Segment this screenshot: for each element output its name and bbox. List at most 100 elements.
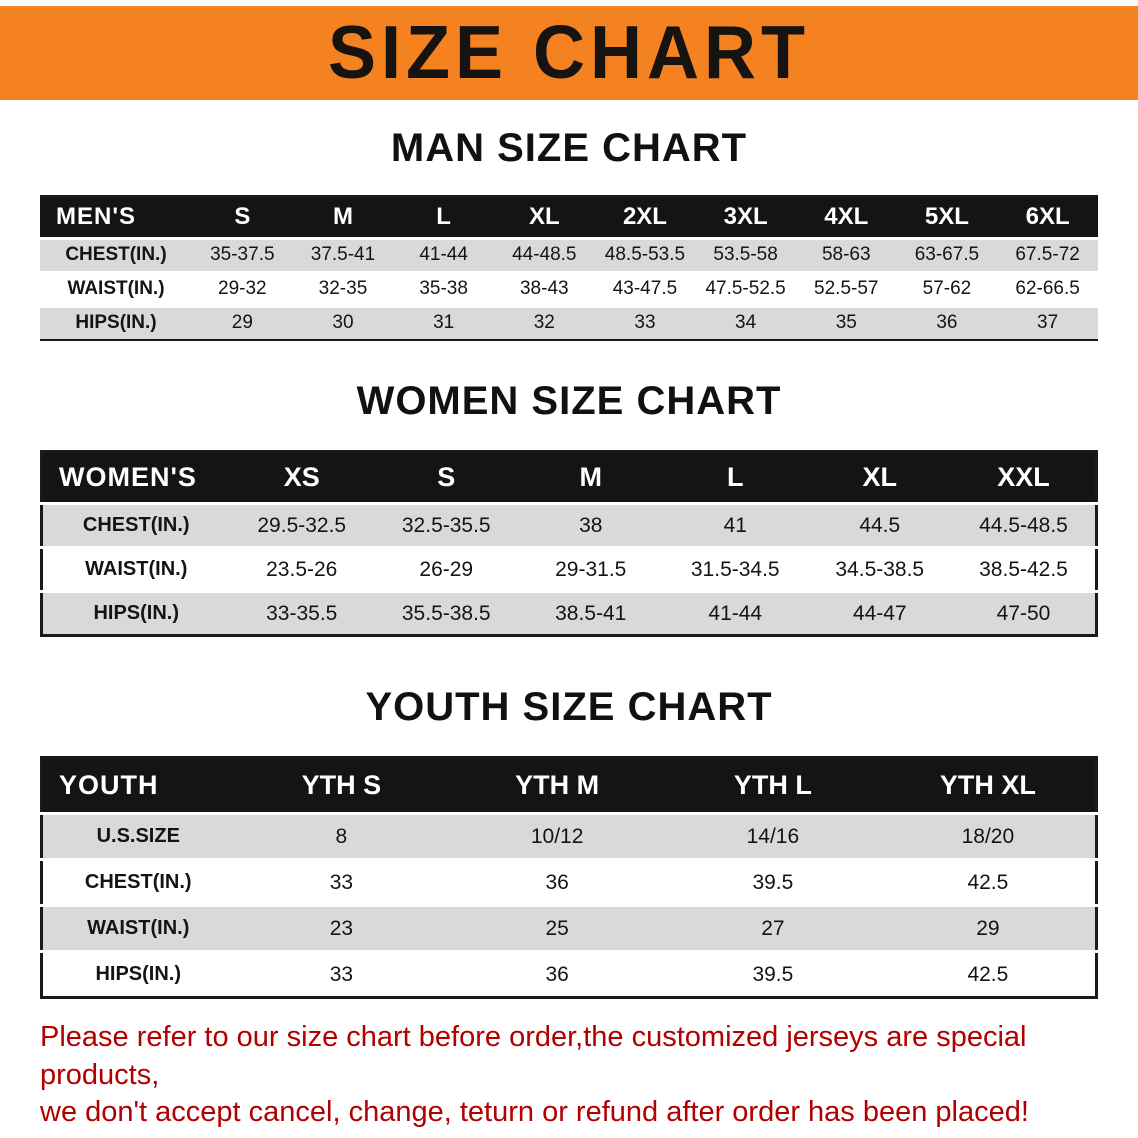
measurement-label: HIPS(IN.) — [40, 306, 192, 340]
measurement-value: 10/12 — [449, 813, 665, 860]
measurement-value: 48.5-53.5 — [594, 238, 696, 272]
measurement-value: 31.5-34.5 — [663, 547, 808, 592]
women-size-column-header: M — [518, 451, 663, 504]
men-measurement-row: HIPS(IN.) 29 30 31 32 33 34 35 36 37 — [40, 306, 1098, 340]
measurement-value: 41-44 — [663, 591, 808, 636]
measurement-value: 8 — [233, 813, 450, 860]
measurement-value: 63-67.5 — [896, 238, 998, 272]
measurement-value: 33 — [233, 951, 450, 998]
measurement-value: 18/20 — [880, 813, 1097, 860]
measurement-value: 58-63 — [795, 238, 897, 272]
men-size-column-header: 5XL — [896, 196, 998, 238]
banner: SIZE CHART — [0, 6, 1138, 100]
measurement-value: 32-35 — [292, 272, 394, 306]
measurement-value: 29 — [192, 306, 293, 340]
youth-measurement-row: CHEST(IN.) 33 36 39.5 42.5 — [41, 859, 1097, 906]
measurement-value: 47-50 — [952, 591, 1097, 636]
measurement-label: WAIST(IN.) — [41, 905, 234, 952]
women-size-column-header: L — [663, 451, 808, 504]
women-measurement-row: CHEST(IN.) 29.5-32.5 32.5-35.5 38 41 44.5 44.5… — [41, 503, 1097, 548]
measurement-value: 29 — [880, 905, 1097, 952]
measurement-value: 26-29 — [374, 547, 519, 592]
measurement-value: 38.5-42.5 — [952, 547, 1097, 592]
measurement-value: 41 — [663, 503, 808, 548]
men-size-column-header: 6XL — [997, 196, 1098, 238]
youth-section-heading: YOUTH SIZE CHART — [365, 685, 773, 729]
measurement-value: 38-43 — [493, 272, 595, 306]
men-size-column-header: 4XL — [795, 196, 897, 238]
measurement-value: 14/16 — [665, 813, 881, 860]
youth-size-column-header: YTH S — [233, 757, 450, 814]
women-table-title: WOMEN'S — [41, 451, 230, 504]
men-size-table: MEN'S S M L XL 2XL 3XL 4XL 5XL 6XL CHEST(IN.) 35-37… — [40, 195, 1098, 341]
youth-size-column-header: YTH XL — [880, 757, 1097, 814]
measurement-value: 38 — [518, 503, 663, 548]
youth-size-chart-section: YOUTH SIZE CHART YOUTH YTH S YTH M YTH L YTH … — [0, 685, 1138, 999]
measurement-value: 47.5-52.5 — [695, 272, 796, 306]
men-header-row: MEN'S S M L XL 2XL 3XL 4XL 5XL 6XL — [40, 196, 1098, 238]
men-measurement-row: CHEST(IN.) 35-37.5 37.5-41 41-44 44-48.5 48.5… — [40, 238, 1098, 272]
men-size-column-header: 3XL — [695, 196, 796, 238]
youth-table-title: YOUTH — [41, 757, 234, 814]
women-size-column-header: XL — [807, 451, 952, 504]
measurement-value: 62-66.5 — [997, 272, 1098, 306]
measurement-value: 23.5-26 — [229, 547, 374, 592]
measurement-value: 39.5 — [665, 859, 881, 906]
measurement-label: HIPS(IN.) — [41, 951, 234, 998]
men-size-column-header: XL — [493, 196, 595, 238]
measurement-value: 43-47.5 — [594, 272, 696, 306]
measurement-value: 44.5 — [807, 503, 952, 548]
measurement-value: 25 — [449, 905, 665, 952]
men-size-column-header: S — [192, 196, 293, 238]
disclaimer-line-2: we don't accept cancel, change, teturn o… — [40, 1096, 1029, 1129]
measurement-value: 53.5-58 — [695, 238, 796, 272]
measurement-value: 36 — [449, 951, 665, 998]
measurement-value: 35-37.5 — [192, 238, 293, 272]
measurement-value: 42.5 — [880, 859, 1097, 906]
men-table-title: MEN'S — [40, 196, 192, 238]
measurement-value: 34 — [695, 306, 796, 340]
sections: MAN SIZE CHART MEN'S S M L XL 2XL 3XL 4XL 5XL 6XL C… — [0, 126, 1138, 999]
measurement-value: 37 — [997, 306, 1098, 340]
measurement-value: 44.5-48.5 — [952, 503, 1097, 548]
measurement-value: 29-32 — [192, 272, 293, 306]
women-section-heading: WOMEN SIZE CHART — [356, 379, 782, 423]
disclaimer-line-1: Please refer to our size chart before or… — [40, 1021, 1027, 1091]
measurement-value: 39.5 — [665, 951, 881, 998]
measurement-label: HIPS(IN.) — [41, 591, 230, 636]
men-size-column-header: L — [393, 196, 494, 238]
men-size-chart-section: MAN SIZE CHART MEN'S S M L XL 2XL 3XL 4XL 5XL 6XL C… — [0, 126, 1138, 341]
size-chart-page: SIZE CHART MAN SIZE CHART MEN'S S M L XL 2XL 3X… — [0, 6, 1138, 1132]
measurement-label: WAIST(IN.) — [41, 547, 230, 592]
measurement-value: 30 — [292, 306, 394, 340]
men-section-heading: MAN SIZE CHART — [390, 126, 748, 170]
measurement-value: 33 — [594, 306, 696, 340]
measurement-value: 35 — [795, 306, 897, 340]
measurement-value: 37.5-41 — [292, 238, 394, 272]
measurement-value: 67.5-72 — [997, 238, 1098, 272]
measurement-label: CHEST(IN.) — [41, 503, 230, 548]
measurement-value: 35-38 — [393, 272, 494, 306]
disclaimer: Please refer to our size chart before or… — [40, 1019, 1138, 1132]
measurement-value: 52.5-57 — [795, 272, 897, 306]
measurement-value: 34.5-38.5 — [807, 547, 952, 592]
measurement-value: 31 — [393, 306, 494, 340]
measurement-label: CHEST(IN.) — [40, 238, 192, 272]
women-measurement-row: HIPS(IN.) 33-35.5 35.5-38.5 38.5-41 41-44 44-… — [41, 591, 1097, 636]
youth-size-column-header: YTH L — [665, 757, 881, 814]
youth-measurement-row: HIPS(IN.) 33 36 39.5 42.5 — [41, 951, 1097, 998]
measurement-label: CHEST(IN.) — [41, 859, 234, 906]
measurement-value: 29.5-32.5 — [229, 503, 374, 548]
men-size-column-header: M — [292, 196, 394, 238]
youth-size-column-header: YTH M — [449, 757, 665, 814]
measurement-value: 44-48.5 — [493, 238, 595, 272]
women-size-chart-section: WOMEN SIZE CHART WOMEN'S XS S M L XL XXL CHEST(I… — [0, 379, 1138, 637]
youth-header-row: YOUTH YTH S YTH M YTH L YTH XL — [41, 757, 1097, 814]
measurement-value: 33-35.5 — [229, 591, 374, 636]
men-size-column-header: 2XL — [594, 196, 696, 238]
youth-measurement-row: WAIST(IN.) 23 25 27 29 — [41, 905, 1097, 952]
measurement-value: 44-47 — [807, 591, 952, 636]
youth-size-table: YOUTH YTH S YTH M YTH L YTH XL U.S.SIZE 8 10/12… — [40, 756, 1098, 999]
youth-measurement-row: U.S.SIZE 8 10/12 14/16 18/20 — [41, 813, 1097, 860]
women-size-column-header: XS — [229, 451, 374, 504]
